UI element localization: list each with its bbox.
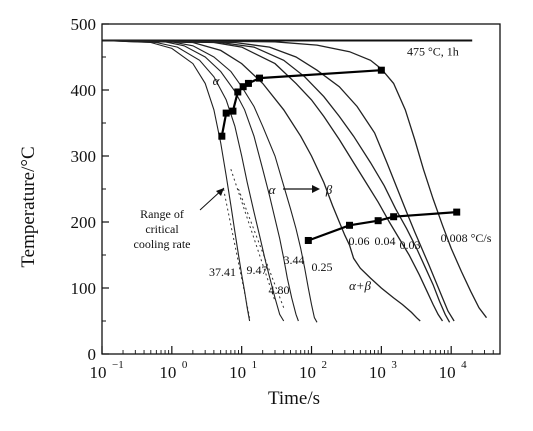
cooling-rate-label-7: 0.03 (400, 238, 421, 252)
isothermal-label: 475 °C, 1h (407, 45, 459, 59)
series-labels: 475 °C, 1h 37.41 9.474.80 3.44 0.25 0.06 0.04 0… (209, 45, 492, 298)
transformation-marker (377, 66, 385, 74)
x-tick-label: 10 (439, 363, 456, 382)
alpha-beta-arrowhead (312, 185, 320, 193)
cooling-curve-8 (101, 39, 488, 319)
cooling-rate-label-4: 0.25 (312, 260, 333, 274)
y-tick-label: 100 (71, 279, 97, 298)
transformation-marker (256, 74, 264, 82)
dotted-range-line-0 (223, 188, 251, 318)
x-tick-label: 10 (299, 363, 316, 382)
transformation-marker (390, 213, 398, 221)
transformation-marker (218, 132, 226, 140)
dotted-range-line-2 (238, 188, 285, 308)
transformation-marker (244, 79, 252, 87)
cooling-rate-label-2: 4.80 (269, 283, 290, 297)
x-tick-exponent: −1 (112, 359, 124, 371)
cooling-curve-7 (101, 39, 455, 322)
transformation-marker (374, 217, 382, 225)
cooling-curves (101, 39, 488, 323)
critical-rate-annotation: Range of critical cooling rate (134, 207, 191, 251)
cooling-curve-6 (101, 39, 451, 323)
y-tick-label: 500 (71, 15, 97, 34)
cooling-curve-0 (101, 39, 251, 322)
annotation-arrowhead (216, 188, 224, 196)
y-tick-label: 200 (71, 213, 97, 232)
cooling-rate-label-3: 3.44 (284, 253, 305, 267)
cooling-rate-label-1: 9.47 (247, 263, 268, 277)
region-label-3: α+β (349, 278, 372, 293)
x-axis-title: Time/s (268, 388, 320, 409)
transformation-marker (222, 109, 230, 117)
x-tick-exponent: 4 (461, 359, 467, 371)
y-tick-label: 300 (71, 147, 97, 166)
transformation-marker (304, 236, 312, 244)
transformation-curves (218, 66, 461, 244)
x-tick-exponent: 1 (252, 359, 258, 371)
x-tick-exponent: 2 (322, 359, 328, 371)
transformation-marker (234, 88, 242, 96)
cooling-curve-2 (101, 39, 299, 322)
x-tick-exponent: 3 (391, 359, 397, 371)
cooling-rate-label-8: 0.008 °C/s (441, 231, 492, 245)
y-axis-title: Temperature/°C (18, 146, 39, 267)
transformation-marker (229, 107, 237, 115)
cooling-rate-label-6: 0.04 (375, 234, 396, 248)
y-tick-label: 400 (71, 81, 97, 100)
region-label-0: α (213, 73, 221, 88)
annotation-line-3: cooling rate (134, 237, 191, 251)
x-tick-label: 10 (90, 363, 107, 382)
transformation-marker (346, 221, 354, 229)
annotation-line-2: critical (145, 222, 179, 236)
x-tick-exponent: 0 (182, 359, 188, 371)
y-tick-label: 0 (88, 345, 97, 364)
cooling-curve-5 (101, 39, 444, 322)
cooling-rate-label-0: 37.41 (209, 265, 236, 279)
region-label-1: α (269, 182, 277, 197)
annotation-line-1: Range of (140, 207, 184, 221)
x-tick-label: 10 (369, 363, 386, 382)
transformation-marker (239, 83, 247, 91)
x-tick-label: 10 (229, 363, 246, 382)
dotted-range-line-1 (230, 169, 276, 302)
cooling-rate-label-5: 0.06 (349, 234, 370, 248)
cooling-curve-3 (101, 39, 318, 323)
transformation-marker (453, 208, 461, 216)
cooling-curve-4 (101, 39, 421, 322)
cooling-curve-1 (101, 39, 285, 322)
region-label-2: β (325, 182, 333, 197)
x-tick-label: 10 (159, 363, 176, 382)
critical-range-dotted-lines (199, 169, 285, 318)
